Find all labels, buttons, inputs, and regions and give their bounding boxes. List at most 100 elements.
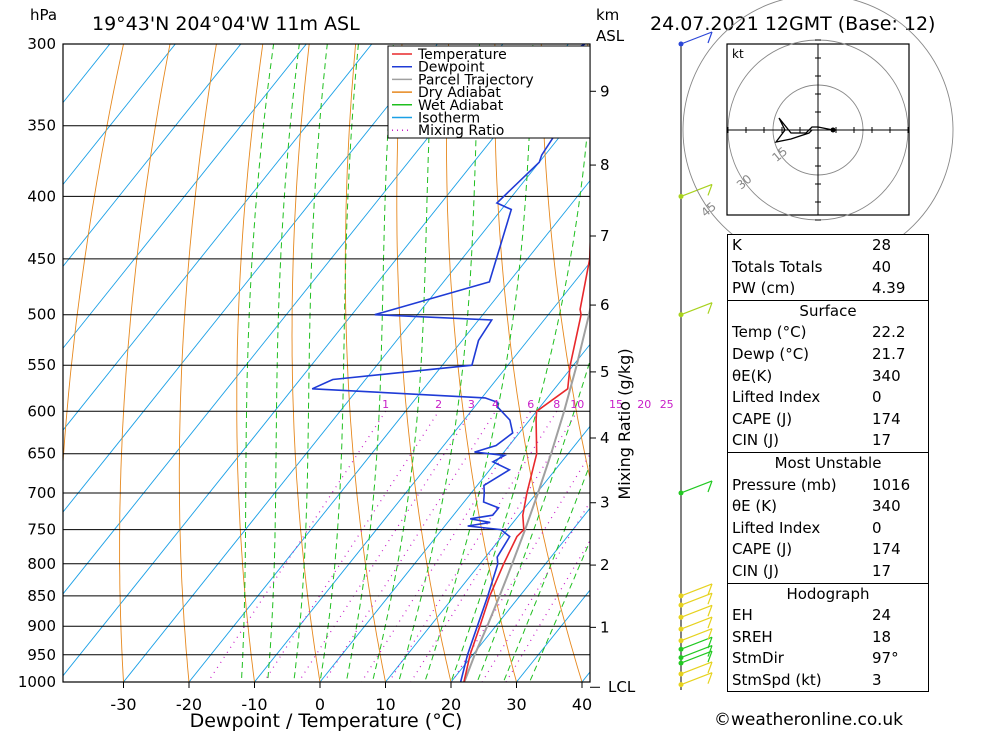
mixing-ratio-line — [410, 410, 578, 682]
hodograph-stat-label: EH — [732, 606, 753, 625]
surface-value: 0 — [872, 388, 882, 407]
wind-level-dot — [678, 682, 684, 688]
dry-adiabat-line — [494, 44, 583, 682]
wind-level-dot — [678, 638, 684, 644]
hodograph-stat-value: 3 — [872, 670, 882, 689]
most-unstable-label: Lifted Index — [732, 518, 821, 537]
wind-barb-flag — [707, 592, 713, 605]
wind-barb — [678, 480, 713, 496]
pressure-tick-label: 300 — [27, 35, 56, 53]
height-tick-label: 1 — [600, 618, 610, 636]
wind-barb-flag — [707, 650, 713, 663]
surface-row: CAPE (J) 174 — [728, 409, 928, 431]
isotherm-line — [515, 589, 590, 682]
wind-barb-shaft — [680, 583, 713, 597]
most-unstable-section: Most Unstable Pressure (mb) 1016 θE (K) 340… — [728, 451, 928, 583]
surface-row: Lifted Index 0 — [728, 387, 928, 409]
hodograph-stat-label: StmSpd (kt) — [732, 670, 822, 689]
surface-row: Dewp (°C) 21.7 — [728, 344, 928, 366]
most-unstable-value: 17 — [872, 561, 892, 580]
wind-barb — [678, 31, 713, 47]
wet-adiabat-line — [345, 44, 394, 682]
height-tick-label: 7 — [600, 227, 610, 245]
isotherm-line — [63, 44, 176, 186]
hodograph-stat-row: StmSpd (kt) 3 — [728, 670, 928, 692]
surface-value: 17 — [872, 431, 892, 450]
wind-barb-shaft — [680, 616, 713, 630]
wind-barb-flag — [707, 583, 713, 596]
mixing-ratio-line — [263, 410, 440, 682]
mixing-ratio-line — [505, 539, 590, 682]
storm-motion-marker — [830, 127, 836, 133]
index-label: Totals Totals — [732, 257, 823, 276]
wind-barb — [678, 183, 713, 199]
station-location: 19°43'N 204°04'W 11m ASL — [92, 13, 360, 35]
copyright-credit[interactable]: ©weatheronline.co.uk — [714, 710, 904, 730]
surface-row: θE(K) 340 — [728, 366, 928, 388]
wet-adiabat-line — [529, 539, 590, 682]
pressure-tick-label: 800 — [27, 555, 56, 573]
most-unstable-label: θE (K) — [732, 497, 777, 516]
wind-barb-flag — [707, 605, 713, 617]
legend-entry: Dewpoint — [418, 60, 485, 76]
hodograph-stat-row: StmDir 97° — [728, 648, 928, 670]
hodograph-title: Hodograph — [786, 584, 870, 603]
wind-barb — [678, 592, 713, 608]
wind-profile — [678, 31, 713, 690]
wet-adiabat-line — [450, 94, 590, 682]
wet-adiabat-line — [240, 44, 275, 682]
legend-box — [387, 45, 591, 139]
dry-adiabat-line — [446, 44, 517, 682]
wind-barb-shaft — [680, 645, 713, 659]
mixing-ratio-label: 6 — [527, 398, 534, 411]
temperature-line — [463, 227, 590, 682]
surface-label: Temp (°C) — [732, 323, 807, 342]
height-tick-label: 3 — [600, 494, 610, 512]
wind-barb-shaft — [680, 31, 713, 45]
wet-adiabat-line — [476, 359, 590, 682]
wind-barb-flag — [707, 616, 713, 629]
mixing-ratio-axis-label: Mixing Ratio (g/kg) — [615, 348, 634, 499]
mixing-ratio-line — [451, 453, 590, 682]
wind-barb-shaft — [680, 661, 713, 675]
stats-table: K 28 Totals Totals 40 PW (cm) 4.39 Surface Te… — [727, 234, 929, 693]
index-label: K — [732, 236, 742, 254]
wind-barb-shaft — [680, 672, 713, 686]
plot-frame — [62, 43, 591, 683]
isotherm-line — [384, 425, 590, 682]
legend-entry: Wet Adiabat — [418, 98, 504, 114]
mixing-ratio-label: 8 — [553, 398, 560, 411]
wind-level-dot — [678, 593, 684, 599]
wet-adiabat-line — [502, 463, 590, 682]
wind-level-dot — [678, 671, 684, 677]
surface-label: θE(K) — [732, 366, 773, 385]
surface-value: 174 — [872, 409, 901, 428]
wind-level-dot — [678, 626, 684, 632]
wind-barb-shaft — [680, 650, 713, 664]
legend-entry: Isotherm — [418, 111, 480, 127]
isotherm-line — [63, 44, 373, 431]
pressure-tick-label: 750 — [27, 521, 56, 539]
index-value: 4.39 — [872, 279, 906, 298]
index-row: Totals Totals 40 — [728, 257, 928, 279]
wind-barb-flag — [707, 672, 713, 684]
x-tick-label: -10 — [241, 695, 267, 714]
most-unstable-value: 174 — [872, 540, 901, 559]
wind-barb-shaft — [680, 628, 713, 642]
pressure-tick-label: 350 — [27, 117, 56, 135]
wind-barb-flag — [707, 31, 713, 44]
pressure-tick-label: 900 — [27, 617, 56, 635]
isotherm-line — [253, 261, 590, 682]
surface-title: Surface — [799, 301, 857, 320]
pressure-tick-label: 500 — [27, 306, 56, 324]
mixing-ratio-label: 4 — [492, 398, 499, 411]
dry-adiabat-line — [396, 44, 452, 682]
dry-adiabat-line — [236, 44, 264, 682]
wind-barb-flag — [707, 637, 713, 649]
surface-row: Temp (°C) 22.2 — [728, 322, 928, 344]
hodograph-section: Hodograph EH 24 SREH 18 StmDir 97° StmSpd (kt)… — [728, 582, 928, 692]
